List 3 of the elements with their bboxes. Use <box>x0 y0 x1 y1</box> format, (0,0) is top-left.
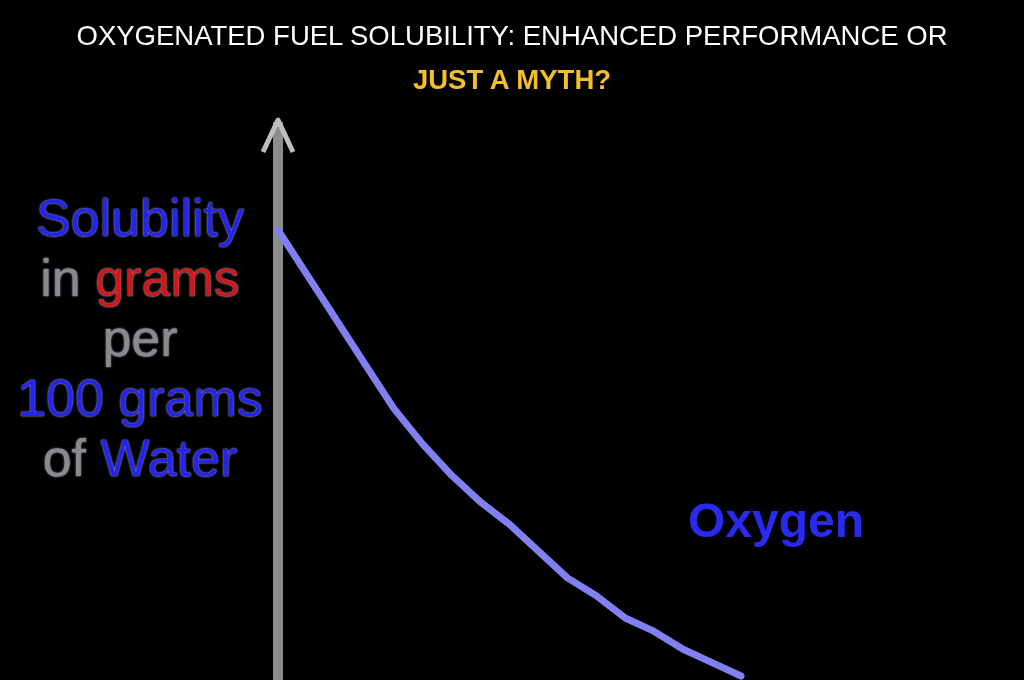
y-axis-title: Solubility in grams per 100 grams of Water <box>17 189 263 487</box>
series-label: Oxygen <box>688 494 865 547</box>
chart-title: OXYGENATED FUEL SOLUBILITY: ENHANCED PERFORMANCE OR JUST A MYTH? <box>75 19 949 97</box>
